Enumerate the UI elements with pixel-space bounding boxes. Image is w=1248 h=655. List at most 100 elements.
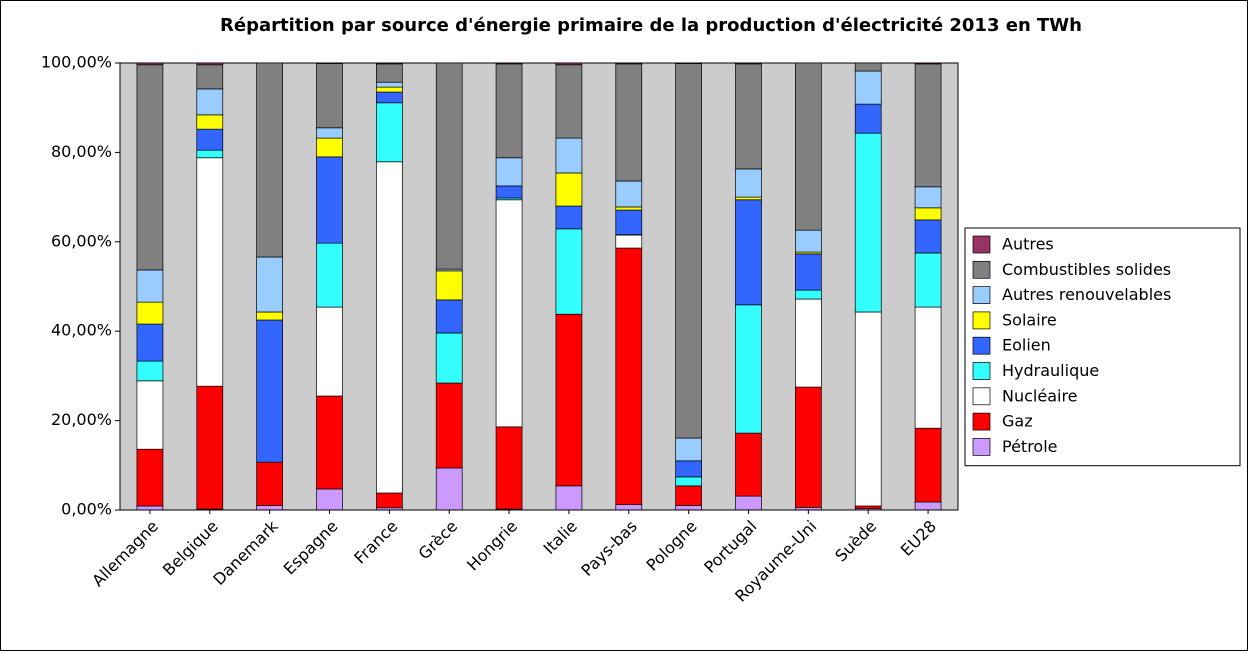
bar-segment [317,307,343,396]
bar-segment [556,63,582,65]
bar-segment [496,63,522,64]
bar-segment [915,253,941,307]
bar-segment [676,477,702,486]
bar-segment [915,502,941,510]
bar-segment [556,65,582,138]
bar-segment [257,312,283,320]
bar-segment [676,506,702,510]
bar-segment [436,383,462,468]
bar-segment [376,82,402,87]
bar-segment [137,381,163,449]
bar-segment [616,505,642,510]
legend-label: Nucléaire [1002,386,1078,405]
y-tick-label: 40,00% [51,321,112,340]
bar-segment [736,433,762,496]
legend-label: Autres [1002,235,1054,254]
bar-segment [736,63,762,64]
bar-segment [795,299,821,387]
bar-segment [556,314,582,486]
bar-segment [376,92,402,103]
legend-label: Gaz [1002,412,1033,431]
bar-segment [736,169,762,197]
bar-segment [376,162,402,493]
bar-segment [376,103,402,162]
bar-segment [676,461,702,477]
bar-segment [855,104,881,133]
bar-segment [436,300,462,333]
bar-segment [496,427,522,509]
y-tick-label: 0,00% [61,500,112,519]
bar-segment [795,63,821,230]
bar-segment [197,386,223,509]
legend-label: Combustibles solides [1002,260,1171,279]
bar-segment [736,305,762,433]
bar-segment [436,63,462,269]
bar-segment [616,210,642,235]
legend-swatch [973,312,990,329]
bar-segment [317,63,343,127]
bar-segment [137,302,163,324]
bar-segment [257,320,283,462]
bar-segment [915,63,941,64]
legend-swatch [973,337,990,354]
bar-segment [257,462,283,505]
bar-segment [855,71,881,104]
bar-segment [855,133,881,312]
bar-segment [317,243,343,307]
bar-segment [915,307,941,428]
bar-segment [556,206,582,229]
bar-segment [736,496,762,510]
bar-segment [556,173,582,206]
bar-segment [436,468,462,510]
bar-segment [855,506,881,509]
bar-segment [376,87,402,92]
bar-segment [376,63,402,64]
bar-segment [317,489,343,510]
bar-segment [915,187,941,208]
bar-segment [556,138,582,173]
legend-swatch [973,261,990,278]
bar-segment [137,63,163,65]
bar-segment [915,208,941,220]
bar-segment [197,115,223,129]
legend-label: Hydraulique [1002,361,1099,380]
bar-segment [197,150,223,158]
bar-segment [137,270,163,302]
bar-segment [137,361,163,381]
legend-swatch [973,236,990,253]
bar-segment [616,63,642,64]
legend-label: Eolien [1002,336,1051,355]
bar-segment [616,248,642,505]
bar-segment [317,396,343,489]
bar-segment [197,65,223,89]
bar-segment [496,200,522,427]
y-tick-label: 80,00% [51,142,112,161]
bar-segment [137,65,163,270]
bar-segment [496,158,522,186]
legend-label: Pétrole [1002,437,1058,456]
bar-segment [317,138,343,157]
legend-swatch [973,438,990,455]
bar-segment [616,181,642,207]
legend-swatch [973,287,990,304]
bar-segment [855,312,881,506]
bar-segment [616,207,642,210]
bar-segment [736,200,762,305]
bar-segment [676,486,702,506]
bar-segment [795,387,821,507]
bar-segment [676,438,702,461]
y-tick-label: 20,00% [51,410,112,429]
bar-segment [616,235,642,248]
bar-segment [137,449,163,506]
bar-segment [616,64,642,181]
legend-swatch [973,363,990,380]
bar-segment [915,64,941,187]
bar-segment [197,63,223,65]
bar-segment [137,506,163,510]
bar-segment [795,254,821,290]
bar-segment [197,129,223,150]
bar-segment [257,63,283,257]
bar-segment [197,158,223,386]
